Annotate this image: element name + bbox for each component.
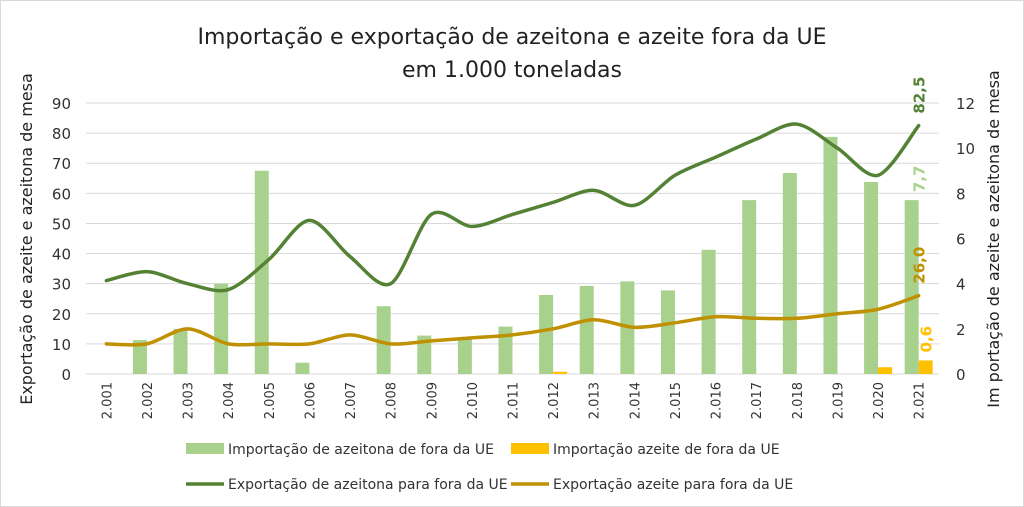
legend-swatch (511, 443, 549, 454)
x-tick-label: 2.004 (222, 382, 237, 419)
bar-import-azeite (918, 360, 933, 374)
bar-import-azeite (878, 367, 893, 374)
bar-import-azeitona (782, 173, 797, 374)
right-tick-label: 12 (956, 95, 975, 113)
left-axis-title: Exportação de azeite e azeitona de mesa (17, 73, 36, 405)
chart-title: em 1.000 toneladas (402, 58, 622, 83)
left-tick-label: 40 (52, 246, 71, 264)
bar-import-azeite (553, 371, 568, 374)
right-axis-title: Im portação de azeite e azeitona de mesa (984, 70, 1003, 407)
x-tick-label: 2.002 (141, 382, 156, 419)
data-label: 82,5 (911, 77, 929, 114)
bar-import-azeitona (904, 200, 919, 374)
x-tick-label: 2.005 (263, 382, 278, 419)
bar-import-azeitona (132, 340, 147, 374)
right-tick-label: 10 (956, 140, 975, 158)
x-tick-label: 2.015 (669, 382, 684, 419)
bar-import-azeitona (417, 335, 432, 374)
legend-label: Importação de azeitona de fora da UE (228, 442, 494, 458)
legend-label: Importação azeite de fora da UE (553, 442, 780, 458)
legend-swatch (186, 443, 224, 454)
bar-import-azeitona (457, 337, 472, 374)
legend-label: Exportação azeite para fora da UE (553, 477, 793, 493)
left-tick-label: 70 (52, 155, 71, 173)
bar-import-azeitona (823, 136, 838, 374)
x-tick-label: 2.018 (791, 382, 806, 419)
x-tick-label: 2.001 (100, 382, 115, 419)
right-tick-label: 4 (956, 276, 966, 294)
x-tick-label: 2.021 (913, 382, 928, 419)
x-tick-label: 2.003 (182, 382, 197, 419)
right-tick-label: 0 (956, 366, 966, 384)
x-tick-label: 2.019 (831, 382, 846, 419)
data-label: 7,7 (911, 166, 929, 193)
x-tick-label: 2.008 (385, 382, 400, 419)
left-tick-label: 90 (52, 95, 71, 113)
bar-import-azeitona (864, 182, 879, 374)
left-tick-label: 0 (61, 366, 71, 384)
x-tick-label: 2.011 (507, 382, 522, 419)
x-tick-label: 2.006 (303, 382, 318, 419)
bar-import-azeitona (173, 328, 188, 374)
x-tick-label: 2.014 (628, 382, 643, 419)
right-tick-label: 2 (956, 321, 966, 339)
bar-import-azeitona (660, 290, 675, 374)
x-tick-label: 2.020 (872, 382, 887, 419)
bar-import-azeitona (376, 306, 391, 374)
legend-label: Exportação de azeitona para fora da UE (228, 477, 508, 493)
x-tick-label: 2.016 (710, 382, 725, 419)
left-tick-label: 80 (52, 125, 71, 143)
x-tick-label: 2.007 (344, 382, 359, 419)
bar-import-azeitona (295, 362, 310, 374)
x-tick-label: 2.009 (425, 382, 440, 419)
chart-title: Importação e exportação de azeitona e az… (197, 25, 826, 50)
data-label: 26,0 (911, 247, 929, 284)
left-tick-label: 50 (52, 215, 71, 233)
bar-import-azeitona (579, 285, 594, 374)
bar-import-azeitona (539, 294, 554, 374)
bar-import-azeitona (214, 283, 229, 374)
left-tick-label: 10 (52, 336, 71, 354)
bar-import-azeitona (498, 326, 513, 374)
left-tick-label: 30 (52, 276, 71, 294)
data-label: 0,6 (918, 326, 936, 353)
bar-import-azeitona (742, 200, 757, 374)
x-tick-label: 2.012 (547, 382, 562, 419)
left-tick-label: 60 (52, 185, 71, 203)
x-tick-label: 2.010 (466, 382, 481, 419)
x-tick-label: 2.017 (750, 382, 765, 419)
bar-import-azeitona (701, 249, 716, 374)
x-tick-label: 2.013 (588, 382, 603, 419)
bar-import-azeitona (254, 170, 269, 374)
right-tick-label: 6 (956, 231, 966, 249)
line-export-azeite (104, 293, 921, 347)
line-export-azeitona (104, 122, 921, 293)
left-tick-label: 20 (52, 306, 71, 324)
right-tick-label: 8 (956, 185, 966, 203)
